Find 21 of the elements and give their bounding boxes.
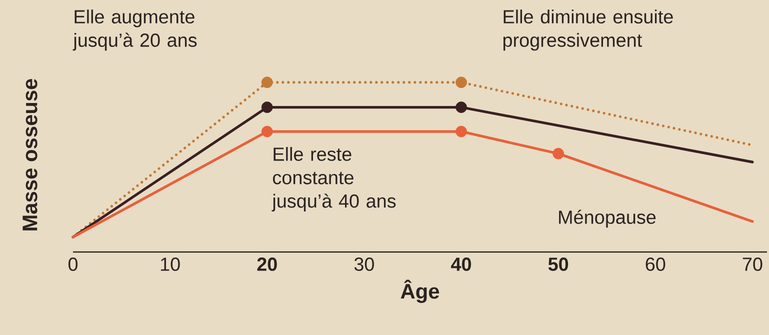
- x-tick-label: 0: [68, 258, 78, 271]
- point: [456, 102, 467, 113]
- x-tick-label: 60: [646, 258, 666, 271]
- text: Elle augmente jusqu’à 20 ans: [72, 10, 197, 51]
- point: [261, 76, 273, 88]
- x-tick-label: 30: [354, 258, 374, 271]
- point: [552, 148, 564, 160]
- point: [456, 76, 467, 88]
- annotation: Ménopause: [559, 210, 656, 228]
- annotation: Elle reste constante jusqu’à 40 ans: [272, 147, 396, 212]
- x-tick-label: 70: [742, 258, 762, 271]
- x-tick-label: 20: [257, 258, 277, 271]
- x-axis-title: Âge: [400, 280, 440, 303]
- x-tick-label: 40: [451, 258, 472, 271]
- x-tick-label: 10: [160, 258, 180, 271]
- y-axis-title: Masse osseuse: [22, 78, 38, 230]
- point: [456, 126, 467, 138]
- point: [261, 102, 273, 113]
- x-tick-label: 50: [548, 258, 568, 271]
- point: [261, 126, 273, 138]
- text: Elle diminue ensuite progressivement: [503, 10, 673, 51]
